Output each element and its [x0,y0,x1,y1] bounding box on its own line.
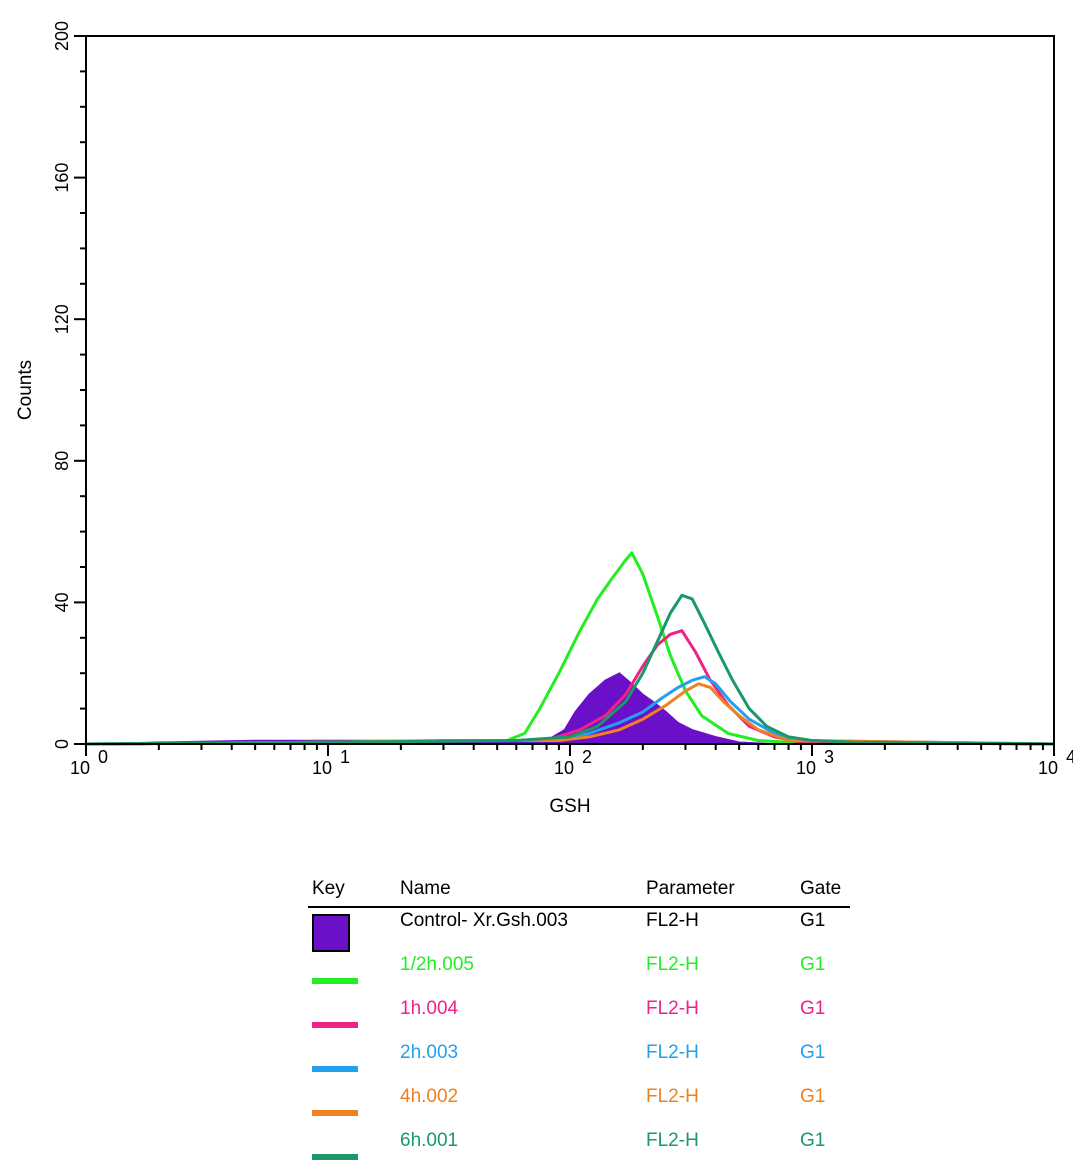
series-1-line [85,551,1055,746]
x-tick-label: 10 [312,758,332,778]
x-tick-exponent: 1 [340,747,350,767]
x-tick-exponent: 0 [98,747,108,767]
legend-swatch [312,1110,358,1116]
legend-swatch [312,1066,358,1072]
series-5-line [85,593,1055,746]
legend-name: 6h.001 [400,1130,459,1151]
legend-swatch [312,1022,358,1028]
y-axis: 0 40 80 120 160 200 [52,21,86,749]
y-tick-label: 0 [52,739,72,749]
x-tick-exponent: 2 [582,747,592,767]
y-tick-label: 80 [52,451,72,471]
series-layer [85,551,1055,746]
legend-gate: G1 [800,910,826,931]
legend-swatch [312,1154,358,1160]
x-tick-label: 10 [554,758,574,778]
legend-header-parameter: Parameter [646,878,735,899]
legend-parameter: FL2-H [646,1086,699,1107]
legend-row: 6h.001 FL2-H G1 [308,1130,868,1174]
legend-parameter: FL2-H [646,910,699,931]
y-tick-label: 120 [52,304,72,334]
x-axis: 10 0 10 1 10 2 10 3 10 4 [70,744,1073,778]
x-tick-exponent: 3 [824,747,834,767]
legend-row: 2h.003 FL2-H G1 [308,1042,868,1086]
x-tick-exponent: 4 [1066,747,1073,767]
legend-parameter: FL2-H [646,998,699,1019]
legend-header-gate: Gate [800,878,842,899]
legend-row: 1h.004 FL2-H G1 [308,998,868,1042]
histogram-chart: 10 0 10 1 10 2 10 3 10 4 0 40 80 120 160 200 GSH Count… [15,21,1073,817]
y-tick-label: 200 [52,21,72,51]
legend-gate: G1 [800,998,826,1019]
legend-header-name: Name [400,878,451,899]
legend-gate: G1 [800,1042,826,1063]
legend-gate: G1 [800,954,826,975]
y-tick-label: 40 [52,592,72,612]
legend-header-key: Key [312,878,345,899]
legend: Key Name Parameter Gate Control- Xr.Gsh.… [308,878,868,1160]
legend-name: 1h.004 [400,998,459,1019]
x-tick-label: 10 [70,758,90,778]
legend-swatch [312,914,350,952]
legend-gate: G1 [800,1130,826,1151]
y-axis-title: Counts [15,360,36,420]
legend-swatch [312,978,358,984]
legend-gate: G1 [800,1086,826,1107]
legend-row: 1/2h.005 FL2-H G1 [308,954,868,998]
legend-name: 2h.003 [400,1042,459,1063]
legend-parameter: FL2-H [646,1130,699,1151]
legend-parameter: FL2-H [646,954,699,975]
x-tick-label: 10 [1038,758,1058,778]
legend-row: 4h.002 FL2-H G1 [308,1086,868,1130]
legend-name: 4h.002 [400,1086,459,1107]
legend-parameter: FL2-H [646,1042,699,1063]
y-tick-label: 160 [52,163,72,193]
x-tick-label: 10 [796,758,816,778]
legend-name: Control- Xr.Gsh.003 [400,910,568,931]
x-axis-title: GSH [549,796,590,817]
legend-name: 1/2h.005 [400,954,474,975]
plot-frame [85,35,1055,745]
legend-header-rule [308,906,850,908]
legend-row: Control- Xr.Gsh.003 FL2-H G1 [308,910,868,954]
